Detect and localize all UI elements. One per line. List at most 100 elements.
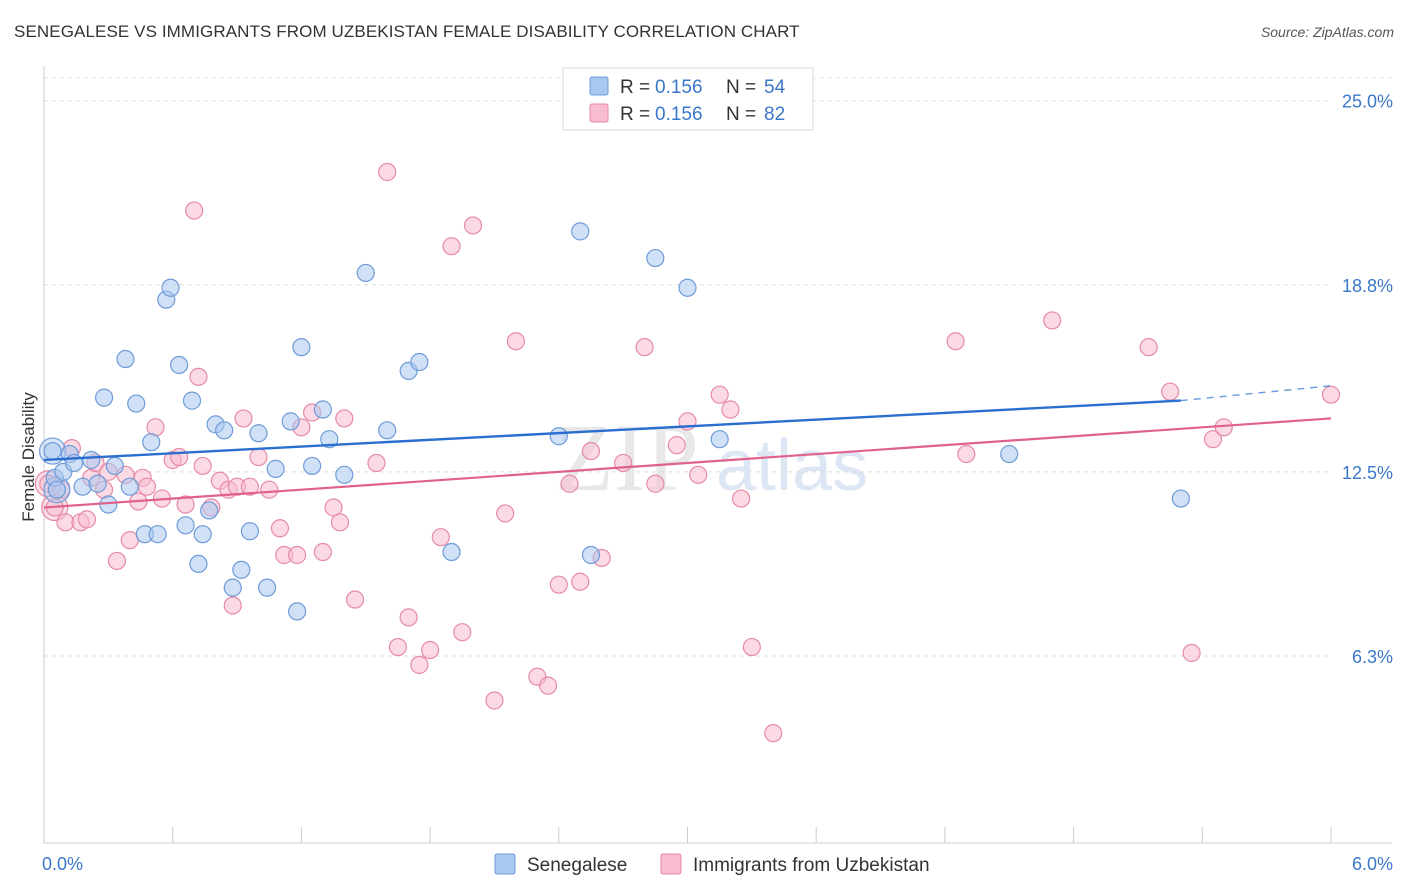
senegalese-point-2 xyxy=(47,480,66,499)
uzbekistan-point-47 xyxy=(399,608,418,627)
uzbekistan-point-83 xyxy=(1321,385,1341,404)
blue-series-points xyxy=(38,222,1190,621)
chart-title: SENEGALESE VS IMMIGRANTS FROM UZBEKISTAN… xyxy=(14,22,800,41)
uzbekistan-point-62 xyxy=(581,441,601,461)
uzbekistan-point-51 xyxy=(442,237,461,256)
uzbekistan-trend-line xyxy=(43,417,1332,509)
senegalese-point-23 xyxy=(189,554,208,574)
uzbekistan-point-81 xyxy=(1203,430,1223,449)
stats-legend: R = 0.156 N = 54 R = 0.156 N = 82 xyxy=(562,67,814,131)
uzbekistan-point-56 xyxy=(506,332,526,351)
uzbekistan-point-23 xyxy=(189,367,208,386)
senegalese-point-50 xyxy=(678,278,697,297)
uzbekistan-point-70 xyxy=(710,385,729,404)
uzbekistan-point-52 xyxy=(453,623,472,642)
blue-n-label: N = xyxy=(726,77,756,98)
senegalese-point-11 xyxy=(105,456,124,476)
uzbekistan-point-42 xyxy=(335,409,354,428)
uzbekistan-point-72 xyxy=(732,489,751,508)
uzbekistan-point-34 xyxy=(270,519,290,538)
y-tick-label-2: 18.8% xyxy=(1342,276,1393,296)
senegalese-point-17 xyxy=(148,525,167,544)
uzbekistan-point-69 xyxy=(689,465,708,484)
uzbekistan-point-66 xyxy=(646,474,665,493)
uzbekistan-point-24 xyxy=(193,456,212,476)
uzbekistan-point-77 xyxy=(1043,311,1062,330)
uzbekistan-point-67 xyxy=(667,436,686,455)
senegalese-point-8 xyxy=(88,474,107,493)
axes xyxy=(43,66,1392,844)
uzbekistan-point-53 xyxy=(463,216,483,235)
watermark: ZIP atlas xyxy=(555,404,868,511)
senegalese-point-52 xyxy=(1000,444,1019,464)
senegalese-point-13 xyxy=(120,477,139,496)
pink-r-label: R = xyxy=(620,104,650,125)
senegalese-point-12 xyxy=(116,349,135,369)
senegalese-point-41 xyxy=(356,263,375,283)
uzbekistan-point-75 xyxy=(946,332,965,351)
uzbekistan-point-65 xyxy=(635,338,654,357)
pink-n-label: N = xyxy=(726,104,756,125)
series-legend: Senegalese Immigrants from Uzbekistan xyxy=(494,853,930,876)
y-tick-label-0: 6.3% xyxy=(1352,647,1393,667)
uzbekistan-point-45 xyxy=(378,162,397,182)
uzbekistan-point-22 xyxy=(185,201,204,220)
senegalese-point-53 xyxy=(1171,489,1190,508)
senegalese-point-45 xyxy=(442,542,461,562)
uzbekistan-point-41 xyxy=(330,513,350,532)
uzbekistan-point-28 xyxy=(223,596,242,615)
senegalese-point-30 xyxy=(240,522,260,541)
uzbekistan-point-31 xyxy=(240,477,260,496)
senegalese-point-28 xyxy=(223,578,242,597)
legend-label-uzbekistan: Immigrants from Uzbekistan xyxy=(693,855,930,876)
uzbekistan-point-58 xyxy=(538,676,558,695)
senegalese-point-27 xyxy=(215,421,234,440)
senegalese-point-36 xyxy=(292,338,311,357)
senegalese-point-25 xyxy=(200,501,219,520)
legend-swatch-senegalese xyxy=(494,853,516,875)
uzbekistan-point-30 xyxy=(234,409,253,428)
blue-n-value: 54 xyxy=(764,77,786,98)
uzbekistan-point-71 xyxy=(721,400,740,419)
senegalese-point-7 xyxy=(82,450,101,470)
senegalese-point-6 xyxy=(73,477,92,496)
x-tick-label-1: 6.0% xyxy=(1352,854,1393,874)
y-axis-label: Female Disability xyxy=(19,392,38,522)
y-tick-label-3: 25.0% xyxy=(1342,92,1393,112)
uzbekistan-point-55 xyxy=(496,504,515,523)
senegalese-point-16 xyxy=(142,433,161,452)
senegalese-point-39 xyxy=(320,430,339,449)
pink-legend-swatch xyxy=(589,103,609,123)
senegalese-point-33 xyxy=(266,459,285,478)
uzbekistan-point-76 xyxy=(957,444,976,464)
uzbekistan-point-61 xyxy=(571,572,590,591)
senegalese-point-21 xyxy=(176,516,195,535)
senegalese-point-37 xyxy=(303,456,322,476)
senegalese-point-22 xyxy=(182,391,202,410)
uzbekistan-point-78 xyxy=(1139,338,1158,357)
uzbekistan-point-80 xyxy=(1182,643,1201,663)
uzbekistan-point-60 xyxy=(560,474,579,493)
y-tick-label-1: 12.5% xyxy=(1342,463,1393,483)
senegalese-point-42 xyxy=(378,421,397,440)
senegalese-point-31 xyxy=(249,424,268,443)
senegalese-point-47 xyxy=(571,222,590,241)
senegalese-point-34 xyxy=(281,412,300,431)
senegalese-trend-extension xyxy=(1180,385,1332,402)
senegalese-point-44 xyxy=(410,352,429,372)
blue-legend-swatch xyxy=(589,76,609,96)
uzbekistan-point-73 xyxy=(742,637,761,657)
senegalese-point-9 xyxy=(94,388,114,407)
senegalese-point-24 xyxy=(193,525,212,544)
uzbekistan-point-50 xyxy=(431,528,450,547)
uzbekistan-point-49 xyxy=(421,640,440,660)
legend-label-senegalese: Senegalese xyxy=(527,855,627,876)
legend-swatch-uzbekistan xyxy=(660,853,682,875)
senegalese-point-20 xyxy=(170,355,189,375)
senegalese-point-38 xyxy=(313,400,332,419)
uzbekistan-point-39 xyxy=(313,542,332,562)
senegalese-point-32 xyxy=(257,578,277,597)
senegalese-point-51 xyxy=(710,430,729,449)
uzbekistan-point-46 xyxy=(388,637,408,657)
